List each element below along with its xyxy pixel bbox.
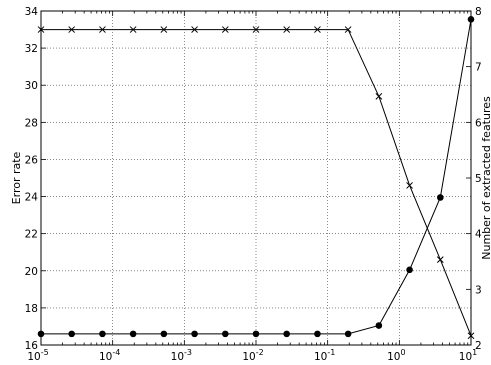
y-tick-label: 28 <box>25 117 38 129</box>
y2-tick-label: 5 <box>475 173 482 185</box>
y-tick-label: 26 <box>25 154 39 166</box>
tick-layer <box>40 10 472 346</box>
x-marker-point <box>314 26 321 33</box>
y-axis-title: Error rate <box>10 151 23 204</box>
x-marker-point <box>221 26 229 33</box>
y2-tick-label: 7 <box>475 62 482 74</box>
y-tick-label: 32 <box>25 43 38 55</box>
x-marker-point <box>436 256 444 263</box>
circle-marker-point <box>68 330 75 338</box>
circle-marker-point <box>99 330 106 338</box>
y2-tick-label: 2 <box>475 340 482 352</box>
y-tick-label: 30 <box>25 80 38 92</box>
y-tick-label: 18 <box>25 303 38 315</box>
circle-marker-point <box>344 330 352 338</box>
x-tick-label: 10-1 <box>314 348 335 363</box>
x-marker-point <box>99 26 106 33</box>
circle-marker-point <box>191 330 198 338</box>
y-tick-label: 16 <box>25 340 39 352</box>
y2-tick-label: 8 <box>475 6 482 18</box>
circle-marker-point <box>222 330 229 338</box>
y2-tick-label: 4 <box>475 229 482 241</box>
y2-tick-label: 6 <box>475 117 482 129</box>
x-tick-label: 10-2 <box>242 348 263 363</box>
circle-marker-point <box>314 330 321 338</box>
circle-marker-point <box>283 330 290 338</box>
circle-marker-point <box>129 330 137 338</box>
x-tick-label: 10-4 <box>99 348 120 363</box>
circle-marker-point <box>375 322 383 329</box>
x-marker-point <box>252 26 260 33</box>
x-marker-point <box>129 26 137 33</box>
x-marker-point <box>68 26 76 33</box>
circle-marker-point <box>252 330 260 338</box>
y2-axis-title: Number of extracted features <box>480 96 491 260</box>
x-marker-point <box>344 26 352 33</box>
circle-marker-point <box>406 266 413 274</box>
x-marker-point <box>191 26 198 33</box>
x-tick-label: 101 <box>459 348 477 363</box>
circle-marker-point <box>437 194 444 201</box>
x-marker-point <box>160 26 168 33</box>
series-layer <box>37 16 475 340</box>
x-marker-point <box>375 93 383 100</box>
grid-layer <box>41 11 471 345</box>
label-layer: 10-5 10-4 10-3 10-2 10-1 100 10116182022242628… <box>25 6 482 363</box>
y-tick-label: 22 <box>25 229 38 241</box>
x-tick-label: 100 <box>387 348 405 363</box>
y-tick-label: 20 <box>25 266 38 278</box>
x-marker-point <box>406 182 413 189</box>
x-marker-point <box>283 26 291 33</box>
circle-marker-point <box>160 330 168 338</box>
y2-tick-label: 3 <box>475 284 482 296</box>
x-tick-label: 10-3 <box>171 348 192 363</box>
y-tick-label: 34 <box>25 6 39 18</box>
x-tick-label: 10-5 <box>27 348 48 363</box>
plot-frame <box>40 10 472 346</box>
y-tick-label: 24 <box>25 192 39 204</box>
